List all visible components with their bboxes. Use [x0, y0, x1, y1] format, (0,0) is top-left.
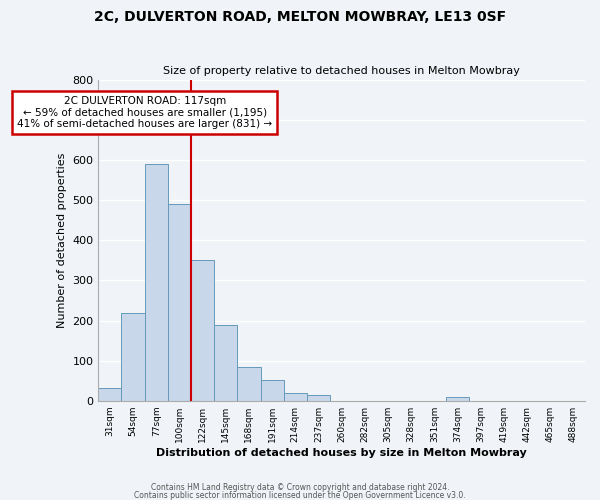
Bar	[214, 326, 238, 400]
Title: Size of property relative to detached houses in Melton Mowbray: Size of property relative to detached ho…	[163, 66, 520, 76]
Y-axis label: Number of detached properties: Number of detached properties	[57, 152, 67, 328]
Bar	[238, 368, 260, 400]
Bar	[307, 395, 330, 400]
Bar	[260, 380, 284, 400]
Bar	[145, 164, 168, 400]
Text: 2C DULVERTON ROAD: 117sqm
← 59% of detached houses are smaller (1,195)
41% of se: 2C DULVERTON ROAD: 117sqm ← 59% of detac…	[17, 96, 272, 130]
Bar	[446, 396, 469, 400]
Text: Contains HM Land Registry data © Crown copyright and database right 2024.: Contains HM Land Registry data © Crown c…	[151, 484, 449, 492]
X-axis label: Distribution of detached houses by size in Melton Mowbray: Distribution of detached houses by size …	[156, 448, 527, 458]
Text: 2C, DULVERTON ROAD, MELTON MOWBRAY, LE13 0SF: 2C, DULVERTON ROAD, MELTON MOWBRAY, LE13…	[94, 10, 506, 24]
Bar	[284, 394, 307, 400]
Bar	[191, 260, 214, 400]
Bar	[121, 314, 145, 400]
Bar	[98, 388, 121, 400]
Bar	[168, 204, 191, 400]
Text: Contains public sector information licensed under the Open Government Licence v3: Contains public sector information licen…	[134, 490, 466, 500]
